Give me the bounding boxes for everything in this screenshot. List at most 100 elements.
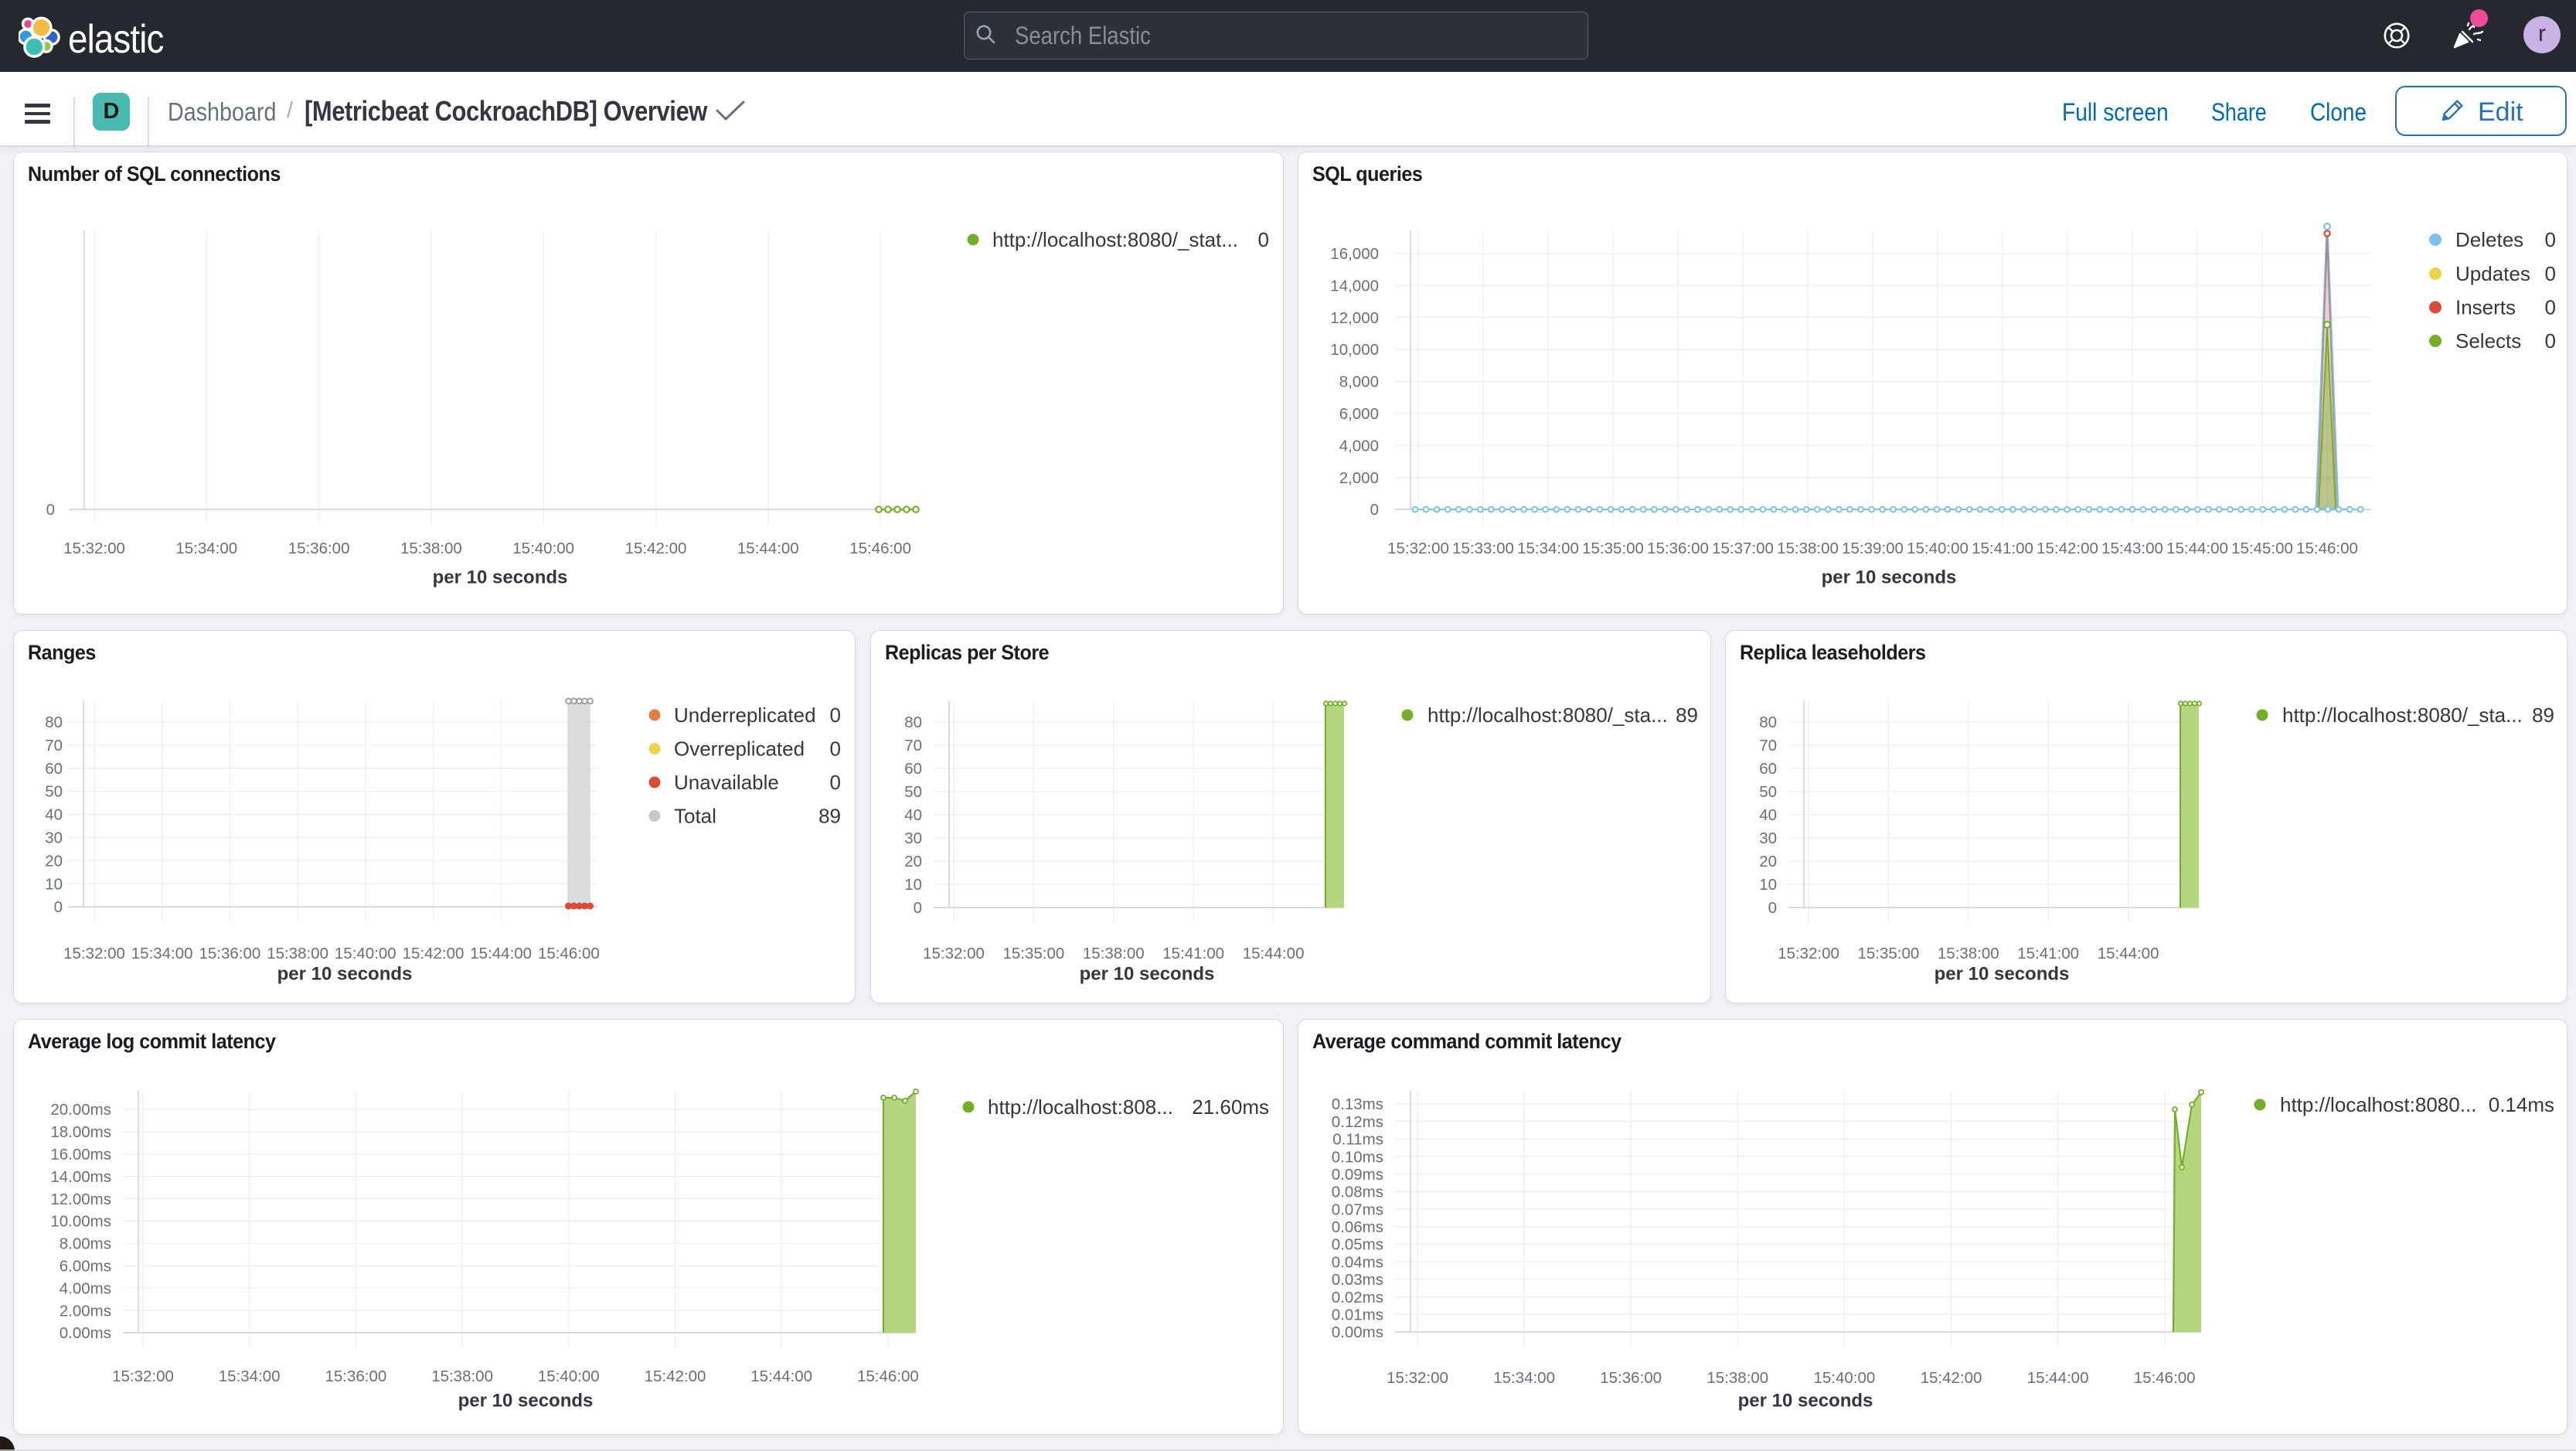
svg-text:15:41:00: 15:41:00 [1972, 540, 2033, 557]
svg-text:12,000: 12,000 [1330, 309, 1379, 327]
svg-text:http://localhost:8080/_stat...: http://localhost:8080/_stat... [992, 228, 1238, 251]
svg-text:40: 40 [45, 806, 63, 824]
svg-text:Deletes: Deletes [2455, 228, 2523, 251]
svg-text:15:32:00: 15:32:00 [1387, 540, 1449, 557]
svg-text:15:45:00: 15:45:00 [2231, 540, 2293, 557]
svg-text:Inserts: Inserts [2455, 296, 2516, 319]
svg-text:60: 60 [1759, 760, 1777, 778]
svg-text:18.00ms: 18.00ms [50, 1123, 111, 1141]
svg-text:10,000: 10,000 [1330, 341, 1379, 359]
svg-text:12.00ms: 12.00ms [50, 1190, 111, 1208]
svg-text:15:32:00: 15:32:00 [63, 540, 125, 557]
svg-text:per 10 seconds: per 10 seconds [277, 963, 413, 984]
svg-text:15:34:00: 15:34:00 [1517, 540, 1579, 557]
svg-text:15:32:00: 15:32:00 [112, 1368, 174, 1385]
svg-text:16,000: 16,000 [1330, 245, 1379, 263]
svg-text:15:37:00: 15:37:00 [1712, 540, 1774, 557]
svg-text:15:39:00: 15:39:00 [1842, 540, 1904, 557]
svg-text:60: 60 [904, 760, 922, 778]
svg-text:0.10ms: 0.10ms [1332, 1148, 1383, 1166]
svg-text:15:36:00: 15:36:00 [325, 1368, 386, 1385]
svg-text:8,000: 8,000 [1339, 373, 1379, 391]
svg-text:15:42:00: 15:42:00 [2037, 540, 2098, 557]
svg-text:0.08ms: 0.08ms [1332, 1184, 1383, 1201]
svg-text:0.00ms: 0.00ms [60, 1324, 111, 1342]
svg-text:0.04ms: 0.04ms [1332, 1253, 1383, 1271]
svg-text:15:42:00: 15:42:00 [625, 540, 687, 557]
svg-text:30: 30 [45, 829, 63, 847]
svg-text:15:38:00: 15:38:00 [1707, 1369, 1768, 1387]
svg-text:40: 40 [1759, 806, 1777, 824]
svg-text:0: 0 [914, 899, 922, 917]
svg-text:70: 70 [904, 737, 922, 754]
svg-text:10.00ms: 10.00ms [50, 1213, 111, 1231]
svg-text:Overreplicated: Overreplicated [674, 737, 805, 761]
svg-text:60: 60 [45, 760, 63, 778]
svg-text:0: 0 [1370, 501, 1379, 519]
svg-text:89: 89 [2532, 703, 2554, 727]
svg-text:4,000: 4,000 [1339, 437, 1379, 455]
svg-text:15:34:00: 15:34:00 [175, 540, 237, 557]
svg-text:per 10 seconds: per 10 seconds [1935, 963, 2070, 984]
svg-text:14,000: 14,000 [1330, 277, 1379, 295]
svg-text:Selects: Selects [2455, 329, 2521, 353]
svg-text:15:40:00: 15:40:00 [1813, 1369, 1875, 1387]
svg-text:0.13ms: 0.13ms [1332, 1095, 1383, 1113]
svg-text:0.07ms: 0.07ms [1332, 1201, 1383, 1218]
svg-text:15:40:00: 15:40:00 [512, 540, 574, 557]
svg-text:per 10 seconds: per 10 seconds [433, 567, 568, 588]
svg-text:15:32:00: 15:32:00 [1778, 945, 1839, 962]
svg-text:10: 10 [45, 875, 63, 893]
svg-text:15:34:00: 15:34:00 [1493, 1369, 1555, 1387]
svg-text:0: 0 [1768, 899, 1777, 917]
svg-text:0: 0 [46, 501, 55, 519]
svg-text:Underreplicated: Underreplicated [674, 703, 816, 727]
svg-text:16.00ms: 16.00ms [50, 1146, 111, 1163]
svg-text:15:46:00: 15:46:00 [538, 945, 600, 962]
svg-text:10: 10 [1759, 876, 1777, 894]
svg-text:15:34:00: 15:34:00 [131, 945, 193, 962]
svg-text:15:35:00: 15:35:00 [1857, 945, 1919, 962]
svg-text:15:38:00: 15:38:00 [400, 540, 462, 557]
svg-text:15:40:00: 15:40:00 [335, 945, 396, 962]
svg-text:0.03ms: 0.03ms [1332, 1271, 1383, 1289]
svg-text:2,000: 2,000 [1339, 469, 1379, 487]
svg-text:0.14ms: 0.14ms [2489, 1093, 2554, 1116]
svg-text:15:46:00: 15:46:00 [2296, 540, 2358, 557]
svg-text:15:42:00: 15:42:00 [1921, 1369, 1982, 1387]
svg-text:15:44:00: 15:44:00 [2027, 1369, 2089, 1387]
svg-text:15:44:00: 15:44:00 [470, 945, 532, 962]
svg-text:0.06ms: 0.06ms [1332, 1218, 1383, 1236]
svg-text:0: 0 [54, 898, 63, 916]
svg-text:40: 40 [904, 806, 922, 824]
svg-text:15:42:00: 15:42:00 [645, 1368, 706, 1385]
svg-text:0.00ms: 0.00ms [1332, 1323, 1383, 1341]
svg-text:50: 50 [904, 783, 922, 801]
svg-text:20: 20 [904, 853, 922, 870]
svg-text:10: 10 [904, 876, 922, 894]
svg-text:15:38:00: 15:38:00 [1083, 945, 1145, 962]
svg-text:15:36:00: 15:36:00 [1647, 540, 1709, 557]
svg-text:20: 20 [1759, 853, 1777, 870]
svg-text:20: 20 [45, 852, 63, 870]
svg-text:15:38:00: 15:38:00 [267, 945, 328, 962]
svg-text:80: 80 [904, 714, 922, 731]
svg-text:80: 80 [45, 714, 63, 731]
svg-text:0: 0 [1258, 228, 1269, 251]
svg-text:15:40:00: 15:40:00 [1907, 540, 1969, 557]
svg-text:70: 70 [1759, 737, 1777, 754]
svg-text:15:44:00: 15:44:00 [737, 540, 799, 557]
svg-text:per 10 seconds: per 10 seconds [1738, 1390, 1873, 1411]
svg-text:15:44:00: 15:44:00 [1243, 945, 1305, 962]
svg-text:6,000: 6,000 [1339, 405, 1379, 423]
svg-text:21.60ms: 21.60ms [1192, 1095, 1269, 1119]
svg-text:0.11ms: 0.11ms [1332, 1131, 1383, 1149]
svg-text:15:44:00: 15:44:00 [2166, 540, 2228, 557]
svg-text:http://localhost:8080/_sta...: http://localhost:8080/_sta... [2282, 703, 2523, 727]
svg-text:15:44:00: 15:44:00 [750, 1368, 812, 1385]
svg-text:89: 89 [1676, 703, 1698, 727]
svg-text:0: 0 [830, 737, 841, 761]
svg-text:http://localhost:8080/_sta...: http://localhost:8080/_sta... [1428, 703, 1668, 727]
svg-text:0: 0 [2545, 228, 2556, 251]
svg-text:15:43:00: 15:43:00 [2101, 540, 2163, 557]
